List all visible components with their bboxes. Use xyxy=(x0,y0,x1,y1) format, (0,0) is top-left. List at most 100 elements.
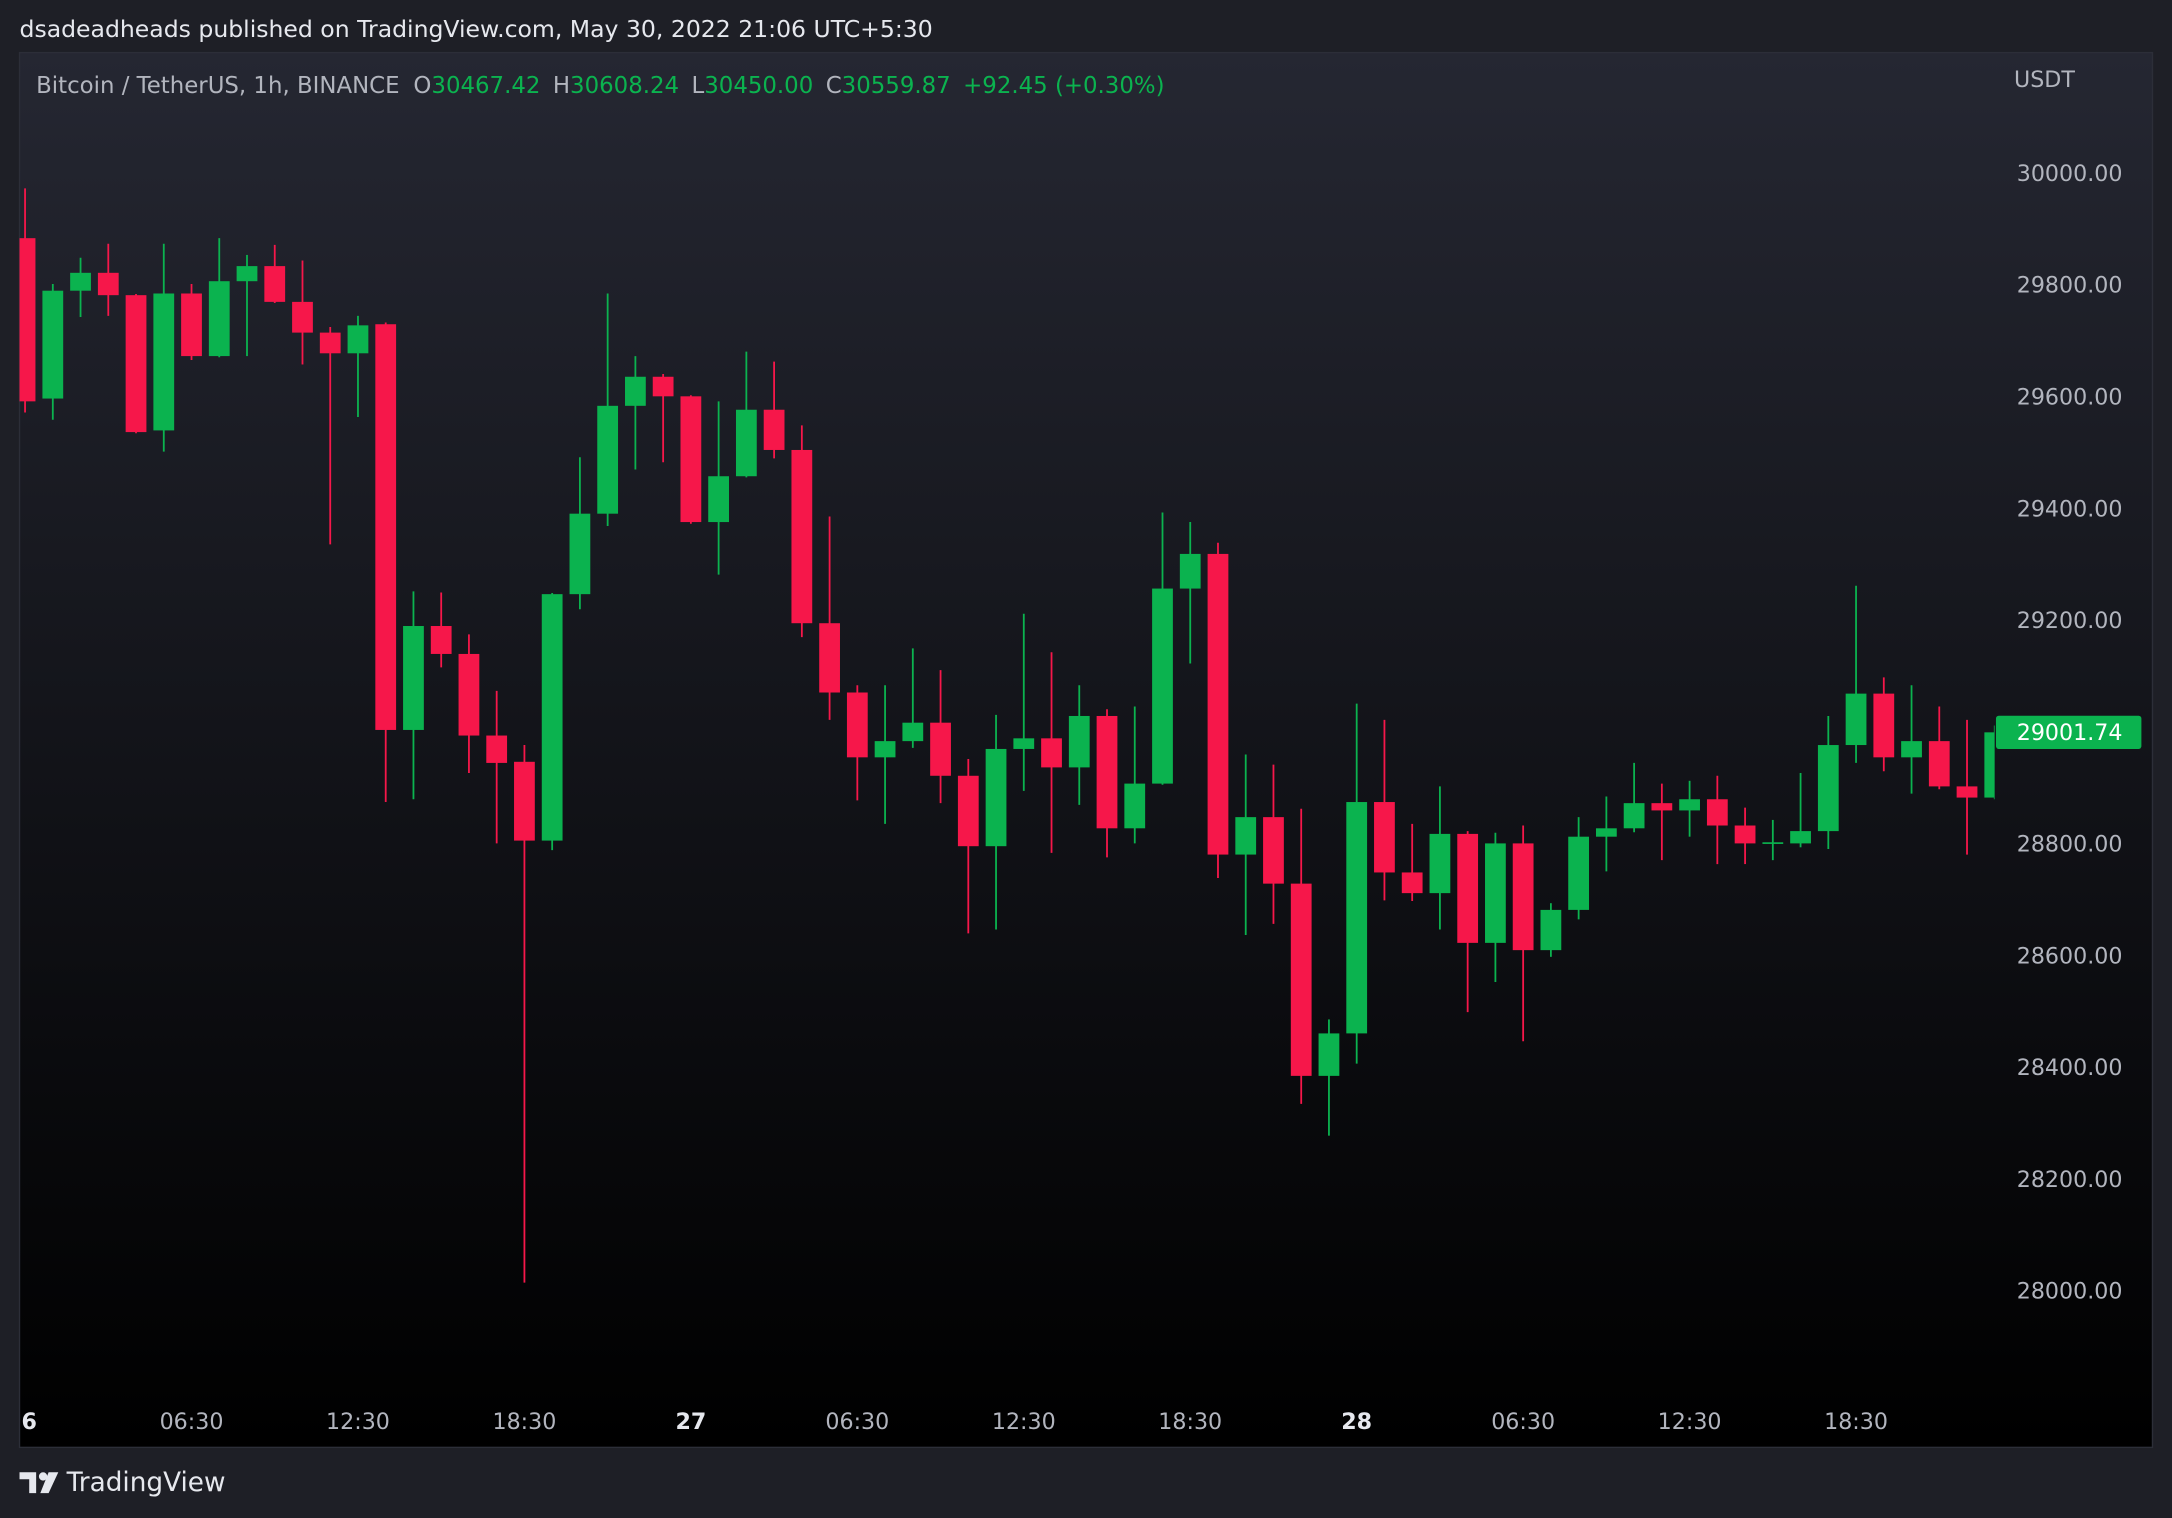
candle-body xyxy=(264,266,286,302)
y-tick-label: 30000.00 xyxy=(2017,161,2123,187)
y-tick-label: 28200.00 xyxy=(2017,1167,2123,1193)
candle-body xyxy=(1873,693,1895,758)
candle-body xyxy=(625,376,646,406)
ohlc-value: 30559.87 xyxy=(842,72,951,98)
candle-body xyxy=(874,741,896,758)
candle-body xyxy=(1623,803,1645,829)
candle-body xyxy=(819,623,840,693)
candle-body xyxy=(97,272,119,296)
ohlc-value: 30608.24 xyxy=(570,72,679,98)
candle-body xyxy=(957,775,979,847)
y-tick-label: 28400.00 xyxy=(2017,1055,2123,1081)
x-tick-label: 28 xyxy=(1341,1409,1372,1435)
y-tick-label: 29600.00 xyxy=(2017,384,2123,410)
candle-body xyxy=(1651,803,1673,811)
symbol: Bitcoin / TetherUS, 1h, BINANCE xyxy=(36,72,399,98)
ohlc-key: L xyxy=(692,72,705,98)
candle-body xyxy=(1956,786,1978,798)
candle-body xyxy=(680,396,702,523)
x-tick-label: 27 xyxy=(675,1409,706,1435)
candle-body xyxy=(153,293,175,431)
candle-body xyxy=(1429,833,1451,894)
candle-body xyxy=(1401,872,1423,894)
candle-body xyxy=(1318,1033,1340,1076)
ohlc-key: H xyxy=(553,72,570,98)
candle-body xyxy=(708,476,730,523)
ohlc-key: C xyxy=(826,72,842,98)
candle-body xyxy=(652,376,674,397)
candle-body xyxy=(458,653,480,736)
candle-body xyxy=(1984,732,1995,798)
candle-body xyxy=(514,761,535,841)
y-tick-label: 28000.00 xyxy=(2017,1279,2123,1305)
candle-body xyxy=(125,295,147,433)
candle-body xyxy=(1041,738,1062,768)
candle-body xyxy=(1901,741,1922,758)
candle-body xyxy=(1013,738,1035,749)
candle-body xyxy=(541,594,563,841)
candle-body xyxy=(1179,553,1201,589)
candle-body xyxy=(930,722,951,776)
x-tick-label: 06:30 xyxy=(825,1409,889,1435)
candle-body xyxy=(1290,883,1312,1076)
candle-body xyxy=(902,722,924,742)
y-tick-label: 29200.00 xyxy=(2017,608,2123,634)
axes: 28000.00 28200.00 28400.00 28600.00 28800.00… xyxy=(22,161,2142,1435)
candle-body xyxy=(403,626,424,730)
candle-body xyxy=(430,626,452,654)
ohlc-value: 30450.00 xyxy=(704,72,813,98)
publisher-line: dsadeadheads published on TradingView.co… xyxy=(20,15,933,43)
last-price-tag xyxy=(1995,715,2142,749)
candle-body xyxy=(1124,783,1146,829)
y-tick-label: 29800.00 xyxy=(2017,273,2123,299)
ohlc-key: O xyxy=(413,72,431,98)
x-tick-label: 18:30 xyxy=(492,1409,556,1435)
x-tick-label: 06:30 xyxy=(1491,1409,1555,1435)
footer-brand: TradingView xyxy=(66,1468,226,1498)
candle-body xyxy=(1346,802,1368,1034)
candle-body xyxy=(1263,817,1284,884)
candle-body xyxy=(1595,828,1617,837)
candle-body xyxy=(1790,831,1811,844)
candle-body xyxy=(846,692,868,758)
ohlc-value: 30467.42 xyxy=(431,72,540,98)
candle-body xyxy=(1152,588,1173,784)
candle-body xyxy=(375,324,397,730)
candle-body xyxy=(1235,817,1257,855)
candle-body xyxy=(1762,842,1784,844)
x-tick-label: 06:30 xyxy=(160,1409,224,1435)
candle-body xyxy=(569,513,591,595)
candle-body xyxy=(1512,843,1534,951)
last-price-label: 29001.74 xyxy=(2017,720,2123,746)
candle-body xyxy=(292,301,313,333)
change: +92.45 (+0.30%) xyxy=(963,72,1164,98)
symbol-legend: Bitcoin / TetherUS, 1h, BINANCE O30467.42… xyxy=(36,72,1164,98)
y-tick-label: 28800.00 xyxy=(2017,832,2123,858)
x-tick-label: 12:30 xyxy=(326,1409,390,1435)
candle-body xyxy=(181,293,202,357)
y-tick-label: 28600.00 xyxy=(2017,943,2123,969)
x-tick-label: 12:30 xyxy=(1658,1409,1722,1435)
candle-body xyxy=(1817,745,1839,832)
x-tick-label: 12:30 xyxy=(992,1409,1056,1435)
candle-body xyxy=(1568,836,1590,910)
logo-slash xyxy=(40,1472,59,1494)
candle-body xyxy=(1485,843,1506,943)
candle-body xyxy=(1207,553,1229,855)
candle-body xyxy=(597,405,619,514)
candle-body xyxy=(1706,799,1728,826)
candle-body xyxy=(1679,799,1700,811)
candle-body xyxy=(236,266,258,282)
candle-body xyxy=(347,325,369,354)
candle-body xyxy=(70,272,91,291)
candle-body xyxy=(1068,715,1090,768)
candle-body xyxy=(1928,741,1950,787)
y-tick-label: 29400.00 xyxy=(2017,496,2123,522)
candle-body xyxy=(1845,693,1867,746)
x-tick-label: 18:30 xyxy=(1158,1409,1222,1435)
plot-area xyxy=(19,188,1995,1283)
candle-body xyxy=(985,748,1007,847)
logo-mark xyxy=(19,1472,37,1494)
x-tick-label: 6 xyxy=(22,1409,37,1435)
